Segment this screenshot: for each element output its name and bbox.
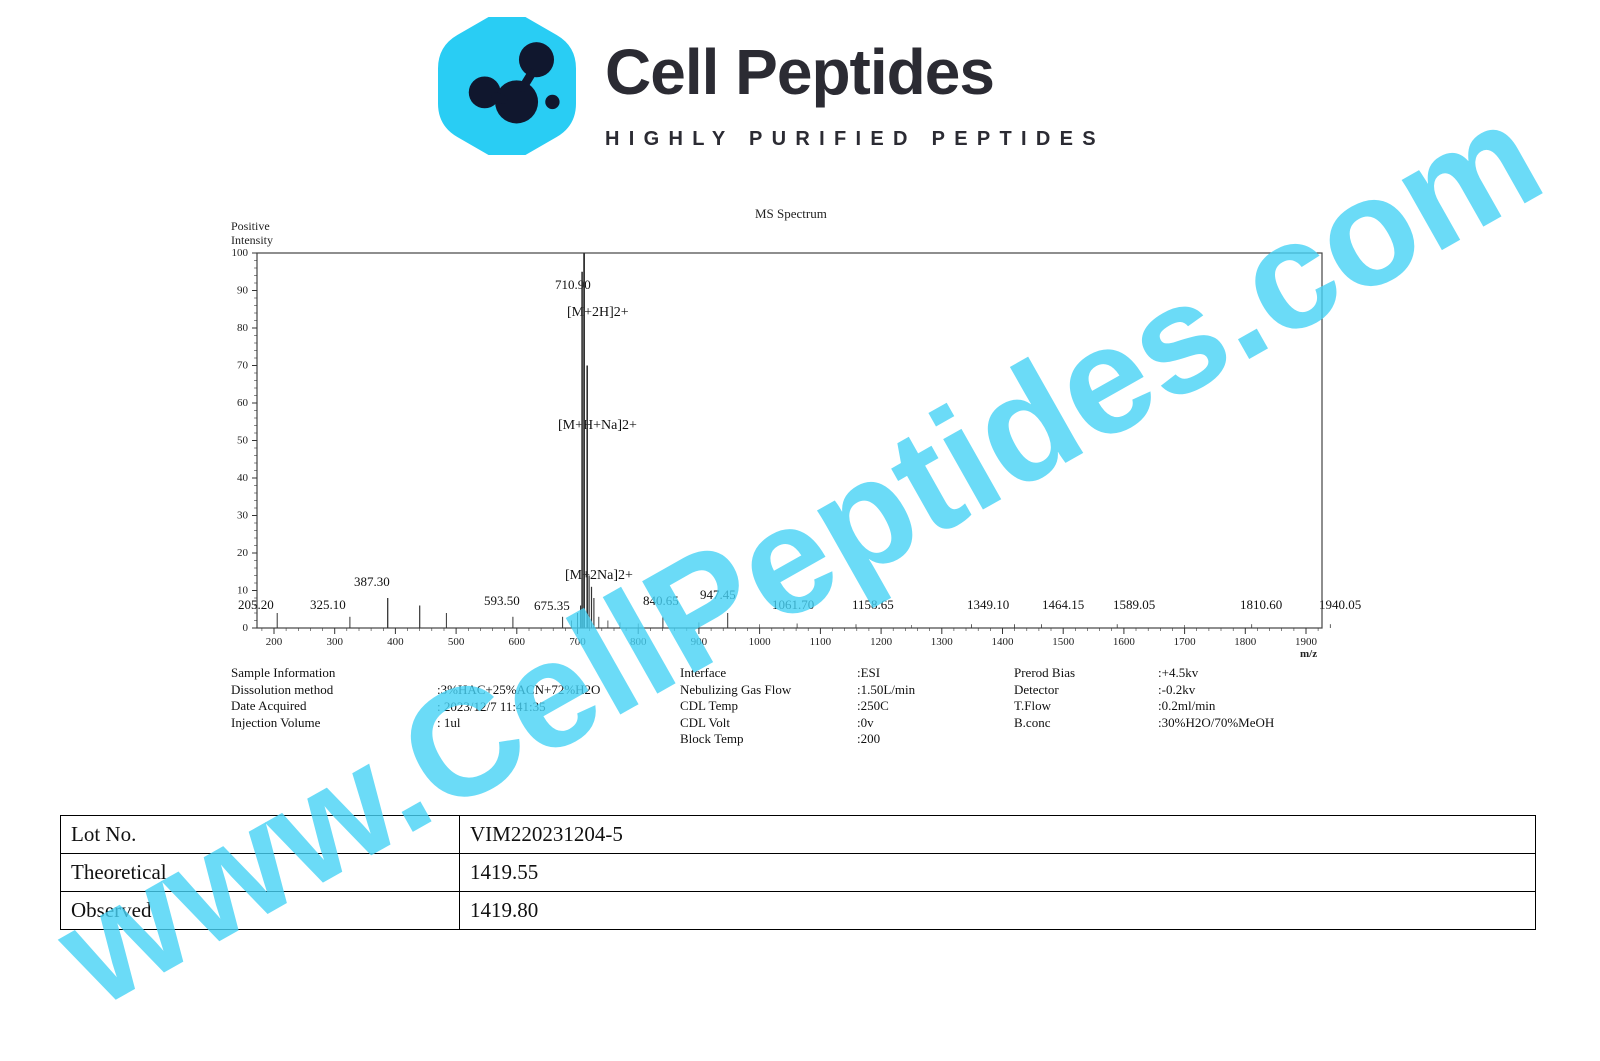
svg-text:200: 200 xyxy=(266,636,283,648)
svg-text:10: 10 xyxy=(237,585,249,597)
svg-text:30: 30 xyxy=(237,510,249,522)
svg-text:60: 60 xyxy=(237,397,249,409)
svg-text:1600: 1600 xyxy=(1113,636,1136,648)
svg-text:90: 90 xyxy=(237,285,249,297)
svg-text:100: 100 xyxy=(232,247,249,259)
svg-text:1500: 1500 xyxy=(1052,636,1075,648)
svg-text:80: 80 xyxy=(237,322,249,334)
svg-text:50: 50 xyxy=(237,435,249,447)
svg-text:300: 300 xyxy=(326,636,343,648)
svg-text:0: 0 xyxy=(243,622,249,634)
svg-text:20: 20 xyxy=(237,547,249,559)
svg-text:1300: 1300 xyxy=(931,636,954,648)
svg-text:1200: 1200 xyxy=(870,636,893,648)
svg-text:40: 40 xyxy=(237,472,249,484)
svg-text:1400: 1400 xyxy=(992,636,1015,648)
svg-text:70: 70 xyxy=(237,360,249,372)
svg-text:1700: 1700 xyxy=(1174,636,1197,648)
svg-text:400: 400 xyxy=(387,636,404,648)
svg-text:1800: 1800 xyxy=(1234,636,1257,648)
svg-text:1900: 1900 xyxy=(1295,636,1318,648)
